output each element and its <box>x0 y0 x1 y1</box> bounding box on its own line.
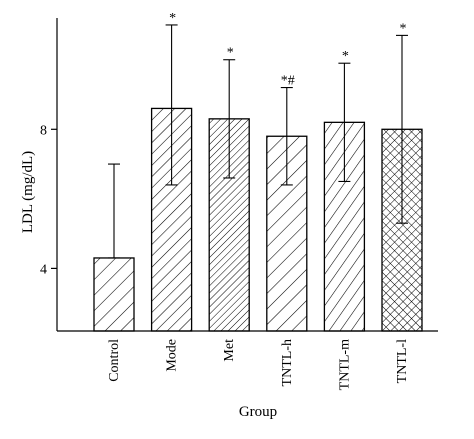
significance-mark-met: * <box>227 46 234 61</box>
bars <box>93 107 423 332</box>
x-tick-label-tntl-h: TNTL-h <box>280 339 295 386</box>
y-tick-label: 8 <box>40 123 47 138</box>
x-tick-label-mode: Mode <box>165 339 180 372</box>
y-tick-label: 4 <box>40 262 47 277</box>
significance-annotations: * * *# * * <box>169 11 406 89</box>
x-axis-label: Group <box>239 404 277 420</box>
significance-mark-tntl-l: * <box>400 21 407 36</box>
x-tick-label-met: Met <box>222 339 237 362</box>
plot-area: 48 ***#** Control Mode Met TNTL-h TNTL-m TNTL… <box>40 11 438 390</box>
x-tick-labels: Control Mode Met TNTL-h TNTL-m TNTL-l <box>107 339 410 390</box>
y-axis-label: LDL (mg/dL) <box>20 151 36 233</box>
y-ticks: 48 <box>40 123 57 277</box>
x-tick-label-tntl-m: TNTL-m <box>337 339 352 390</box>
significance-mark-mode: * <box>169 11 176 26</box>
significance-mark-tntl-m: * <box>342 49 349 64</box>
significance-mark-tntl-h: *# <box>281 74 295 89</box>
x-tick-label-control: Control <box>107 339 122 382</box>
bar-control <box>93 257 135 332</box>
x-tick-label-tntl-l: TNTL-l <box>395 339 410 383</box>
error-bars <box>108 24 408 259</box>
